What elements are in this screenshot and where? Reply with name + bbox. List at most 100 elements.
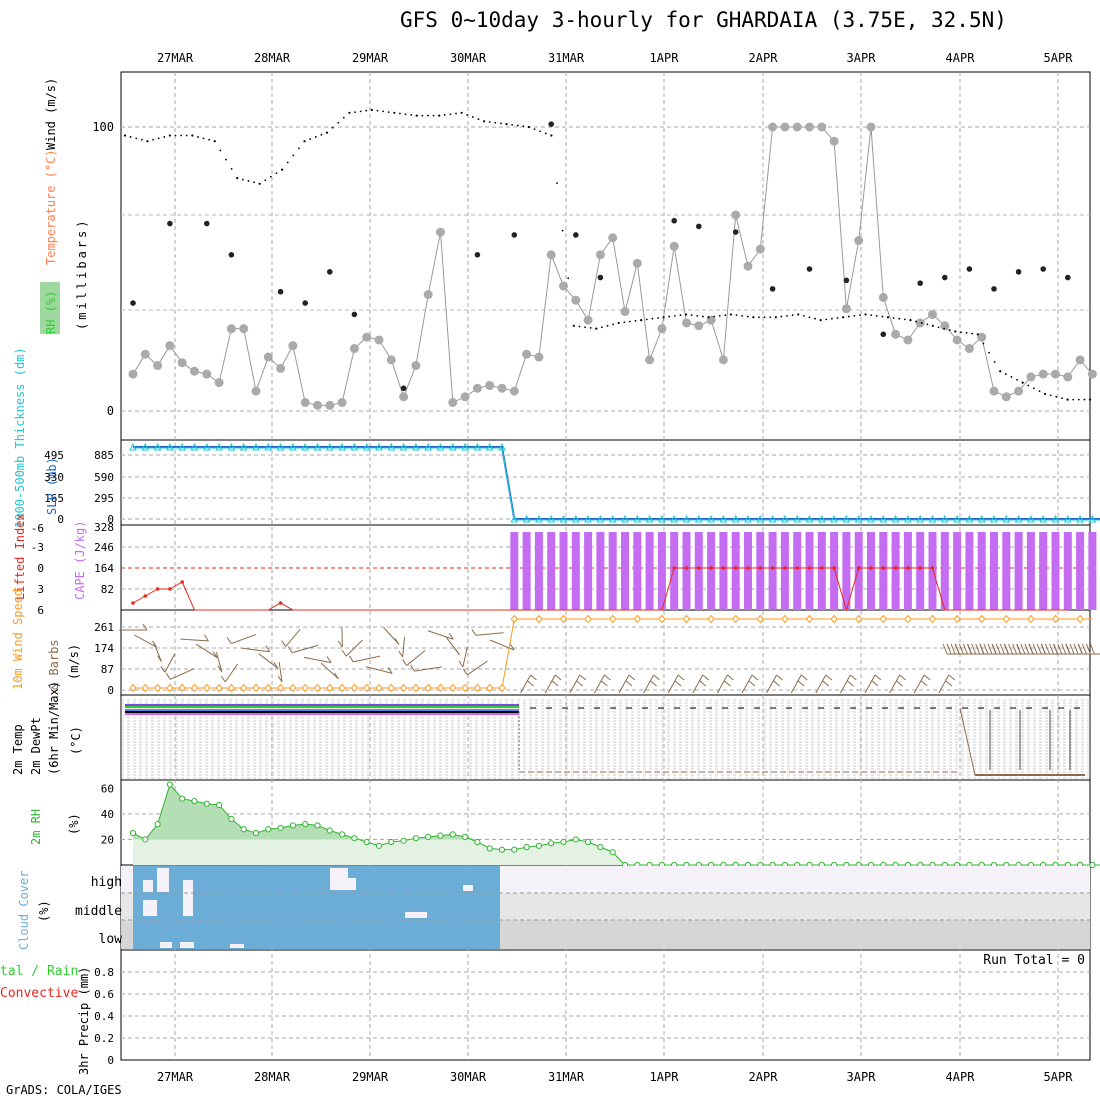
- wind-barb-flag: [576, 680, 584, 687]
- pressure-dot: [1077, 398, 1080, 401]
- slp-line: [133, 446, 1100, 520]
- cape-bar: [953, 532, 962, 610]
- date-label-top: 5APR: [1044, 51, 1074, 65]
- rh2m-point: [498, 846, 506, 853]
- pressure-dot: [230, 167, 233, 170]
- cape-left-tick: 0: [37, 562, 44, 575]
- wind-gridlines: [121, 626, 1090, 691]
- pressure-dot: [567, 277, 570, 280]
- rh-point: [866, 122, 876, 132]
- rh-point: [411, 361, 421, 371]
- pressure-dot: [859, 314, 861, 317]
- pressure-dot: [758, 316, 760, 319]
- pressure-dot: [937, 326, 940, 329]
- rh2m-point: [609, 849, 616, 856]
- wind-barb-flag: [677, 674, 685, 681]
- wind-barb-flag: [348, 655, 354, 663]
- slp-right-tick: 590: [94, 471, 114, 484]
- pressure-dot: [808, 316, 811, 319]
- cloud-panel: high middle low Cloud Cover (%): [17, 866, 1090, 950]
- cloud-gap: [330, 868, 348, 890]
- pressure-dot: [533, 128, 536, 131]
- pressure-dot: [309, 138, 312, 140]
- wind-speed-marker: [449, 683, 457, 693]
- wind-barb-flag: [874, 674, 882, 681]
- date-labels-bottom: 27MAR 28MAR 29MAR 30MAR 31MAR 1APR 2APR 3APR 4AP…: [157, 1070, 1073, 1084]
- rh2m-fill: [133, 784, 1100, 865]
- cape-bar: [817, 532, 826, 610]
- wind-barb-flag: [954, 643, 960, 655]
- wind-barb-flag: [958, 643, 964, 655]
- wind-point: [942, 274, 948, 281]
- date-label-top: 4APR: [946, 51, 976, 65]
- li-point: [807, 566, 812, 570]
- wind-barb-flag: [157, 655, 162, 662]
- wind-tick: 87: [101, 663, 114, 676]
- thickness-marker: [387, 442, 396, 451]
- pressure-dot: [550, 134, 553, 137]
- rh-point: [251, 386, 261, 396]
- rh-point: [571, 295, 581, 305]
- wind-point: [327, 269, 333, 275]
- rh2m-point: [191, 798, 198, 805]
- wind-barb-flag: [217, 665, 223, 673]
- rh2m-point: [351, 835, 358, 842]
- wind-barb-flag: [265, 645, 271, 653]
- thickness-marker: [633, 514, 642, 523]
- pressure-dot: [140, 138, 143, 141]
- pressure-dot: [1038, 390, 1041, 393]
- pressure-dot: [399, 112, 401, 115]
- date-label-bottom: 30MAR: [450, 1070, 487, 1084]
- li-point: [820, 566, 824, 570]
- pressure-dot: [174, 134, 177, 137]
- date-label-bottom: 28MAR: [254, 1070, 291, 1084]
- wind-speed-marker: [1027, 614, 1035, 624]
- rh2m-point: [240, 826, 247, 833]
- cape-left-tick: -3: [31, 541, 44, 554]
- cape-bar: [854, 532, 863, 610]
- pressure-dot: [482, 120, 486, 123]
- cloud-level-high: high: [91, 875, 122, 890]
- pressure-dot: [1010, 376, 1013, 378]
- cape-bar: [928, 532, 937, 610]
- cloud-gap: [157, 868, 169, 892]
- date-label-bottom: 4APR: [946, 1070, 976, 1084]
- wind-barb: [242, 647, 270, 653]
- wind-barb-flag: [527, 680, 534, 687]
- wind-barb: [224, 663, 238, 683]
- wind-barb-flag: [800, 674, 808, 681]
- thickness-marker: [338, 442, 346, 451]
- pressure-dot: [225, 158, 227, 161]
- rh-series: [128, 122, 1097, 410]
- pressure-dot: [999, 370, 1002, 373]
- wind-speed-marker: [1002, 614, 1010, 624]
- wind-barb-flag: [551, 680, 559, 687]
- pressure-dot: [606, 324, 609, 327]
- pressure-dot: [842, 316, 845, 319]
- cloud-gaps: [143, 868, 473, 948]
- rh-point: [362, 332, 372, 342]
- pressure-dot: [494, 121, 497, 124]
- pressure-dot: [629, 320, 631, 323]
- pressure-dot: [522, 125, 525, 128]
- main-tick-0: 0: [107, 404, 114, 418]
- rh-point: [239, 324, 249, 334]
- pressure-dot: [404, 113, 407, 116]
- date-label-top: 31MAR: [548, 51, 585, 65]
- thickness-marker: [227, 442, 236, 451]
- pressure-dot: [971, 332, 974, 335]
- slp-right-tick: 885: [94, 449, 114, 462]
- date-label-bottom: 5APR: [1044, 1070, 1074, 1084]
- cape-bar: [1088, 532, 1097, 610]
- cape-bar: [965, 532, 974, 610]
- rh2m-point: [548, 840, 555, 847]
- wind-speed-marker: [313, 683, 322, 693]
- thickness-marker: [1051, 514, 1060, 523]
- cloud-level-low: low: [99, 932, 123, 947]
- pressure-dot: [415, 114, 418, 117]
- wind-barb: [544, 674, 556, 694]
- thickness-marker: [399, 442, 408, 451]
- pressure-dot: [701, 315, 704, 318]
- cape-bar: [1051, 532, 1060, 610]
- rh-line: [132, 126, 1093, 406]
